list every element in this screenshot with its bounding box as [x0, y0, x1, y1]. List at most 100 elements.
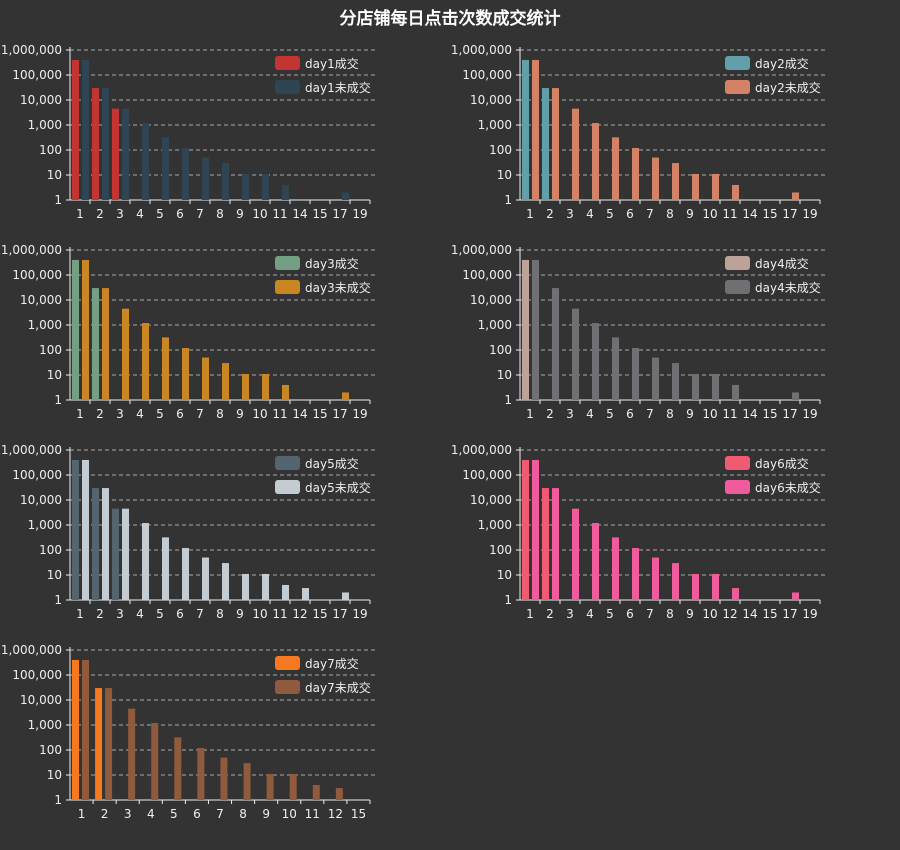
y-tick-label: 10 — [47, 368, 62, 382]
x-tick-label: 4 — [136, 407, 144, 421]
bar — [692, 173, 699, 200]
bar — [222, 563, 229, 600]
x-tick-label: 7 — [646, 207, 654, 221]
bar — [151, 723, 159, 800]
legend-swatch — [275, 456, 300, 470]
bar — [82, 659, 89, 800]
y-tick-label: 10 — [497, 568, 512, 582]
y-tick-label: 1,000 — [478, 318, 512, 332]
x-tick-label: 8 — [239, 807, 247, 821]
legend-swatch — [275, 280, 300, 294]
bar — [112, 108, 119, 200]
x-tick-label: 6 — [626, 607, 634, 621]
legend-swatch — [725, 56, 750, 70]
legend-swatch — [725, 456, 750, 470]
y-tick-label: 10,000 — [470, 93, 512, 107]
x-tick-label: 2 — [546, 207, 554, 221]
x-tick-label: 12 — [722, 607, 737, 621]
legend-label: day4成交 — [755, 256, 809, 271]
y-tick-label: 1,000 — [28, 318, 62, 332]
legend-label: day5未成交 — [305, 480, 371, 495]
bar — [692, 573, 699, 600]
legend-label: day4未成交 — [755, 280, 821, 295]
x-tick-label: 9 — [686, 407, 694, 421]
bar — [162, 337, 169, 400]
bar — [72, 259, 79, 400]
y-tick-label: 100 — [39, 143, 62, 157]
y-tick-label: 100,000 — [12, 468, 62, 482]
y-tick-label: 100 — [489, 543, 512, 557]
bar — [592, 523, 599, 600]
x-tick-label: 17 — [782, 607, 797, 621]
x-tick-label: 9 — [262, 807, 270, 821]
x-tick-label: 9 — [236, 207, 244, 221]
y-tick-label: 1 — [54, 793, 62, 807]
bar — [282, 384, 289, 400]
x-tick-label: 2 — [101, 807, 109, 821]
legend-swatch — [725, 280, 750, 294]
y-tick-label: 1,000,000 — [451, 443, 512, 457]
x-tick-label: 4 — [136, 607, 144, 621]
x-tick-label: 10 — [282, 807, 297, 821]
y-tick-label: 10 — [497, 368, 512, 382]
x-tick-label: 7 — [196, 207, 204, 221]
x-tick-label: 3 — [124, 807, 132, 821]
bar — [202, 157, 209, 200]
bar — [242, 373, 249, 400]
x-tick-label: 2 — [96, 407, 104, 421]
bar — [792, 192, 799, 200]
y-tick-label: 100,000 — [462, 268, 512, 282]
bar — [82, 59, 89, 200]
y-tick-label: 1,000 — [28, 118, 62, 132]
y-tick-label: 1,000,000 — [1, 443, 62, 457]
x-tick-label: 5 — [156, 407, 164, 421]
x-tick-label: 11 — [722, 407, 737, 421]
x-tick-label: 14 — [742, 207, 757, 221]
x-tick-label: 3 — [116, 207, 124, 221]
x-tick-label: 8 — [666, 607, 674, 621]
bar — [335, 788, 343, 800]
y-tick-label: 1 — [54, 593, 62, 607]
bar — [242, 173, 249, 200]
y-tick-label: 1,000 — [28, 718, 62, 732]
bar — [72, 459, 79, 600]
x-tick-label: 8 — [666, 207, 674, 221]
y-tick-label: 100,000 — [462, 68, 512, 82]
y-tick-label: 1 — [54, 393, 62, 407]
bar — [92, 88, 99, 200]
legend-swatch — [275, 56, 300, 70]
x-tick-label: 3 — [566, 407, 574, 421]
x-tick-label: 19 — [802, 607, 817, 621]
legend-label: day1未成交 — [305, 80, 371, 95]
bar — [102, 288, 109, 400]
bar — [92, 488, 99, 600]
bar — [302, 588, 309, 600]
legend-swatch — [275, 80, 300, 94]
bar — [122, 108, 129, 200]
x-tick-label: 14 — [292, 407, 307, 421]
x-tick-label: 1 — [76, 207, 84, 221]
x-tick-label: 5 — [156, 607, 164, 621]
y-tick-label: 100,000 — [12, 68, 62, 82]
x-tick-label: 9 — [686, 207, 694, 221]
y-tick-label: 100,000 — [462, 468, 512, 482]
bar — [672, 363, 679, 400]
x-tick-label: 15 — [762, 407, 777, 421]
bar — [522, 259, 529, 400]
bar — [532, 59, 539, 200]
bar — [182, 548, 189, 600]
y-tick-label: 1,000,000 — [1, 43, 62, 57]
legend-label: day7成交 — [305, 656, 359, 671]
bar — [632, 348, 639, 400]
legend-label: day1成交 — [305, 56, 359, 71]
x-tick-label: 1 — [526, 207, 534, 221]
bar — [92, 288, 99, 400]
y-tick-label: 1,000,000 — [1, 243, 62, 257]
legend-swatch — [275, 480, 300, 494]
x-tick-label: 10 — [702, 607, 717, 621]
x-tick-label: 4 — [136, 207, 144, 221]
bar — [712, 373, 719, 400]
bar — [202, 357, 209, 400]
x-tick-label: 19 — [352, 607, 367, 621]
